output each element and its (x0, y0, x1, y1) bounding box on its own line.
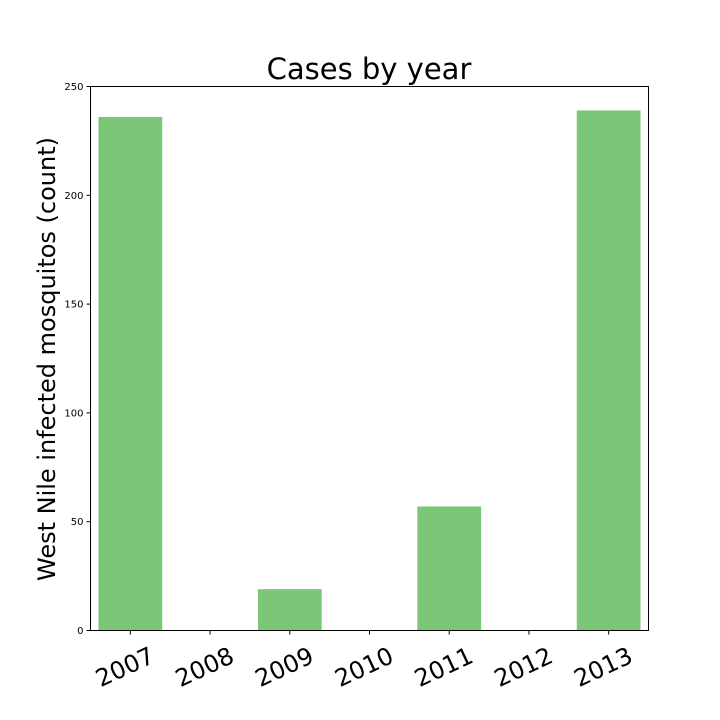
x-tick-label: 2007 (91, 642, 158, 693)
chart-title: Cases by year (267, 52, 472, 86)
x-tick-label: 2011 (410, 642, 477, 693)
x-tick-label: 2009 (251, 642, 318, 693)
bar-2007 (98, 116, 163, 631)
bars-group (98, 110, 641, 631)
bar-2011 (417, 506, 482, 631)
bar-2009 (257, 589, 322, 631)
plot-frame (90, 86, 649, 631)
x-tick-label: 2012 (490, 642, 557, 693)
y-tick-label: 50 (71, 517, 84, 528)
x-tick-label: 2008 (171, 642, 238, 693)
y-tick-label: 200 (64, 191, 83, 202)
x-tick-label: 2010 (331, 642, 398, 693)
y-tick-label: 0 (77, 626, 83, 637)
bar-2013 (576, 110, 641, 631)
y-tick-label: 250 (64, 82, 83, 93)
x-axis-ticks: 2007 2008 2009 2010 2011 2012 2013 (91, 630, 637, 693)
y-tick-label: 150 (64, 300, 83, 311)
y-tick-label: 100 (64, 408, 83, 419)
y-axis-ticks: 0 50 100 150 200 250 (64, 82, 91, 637)
y-axis-label: West Nile infected mosquitos (count) (33, 137, 61, 581)
x-tick-label: 2013 (570, 642, 637, 693)
